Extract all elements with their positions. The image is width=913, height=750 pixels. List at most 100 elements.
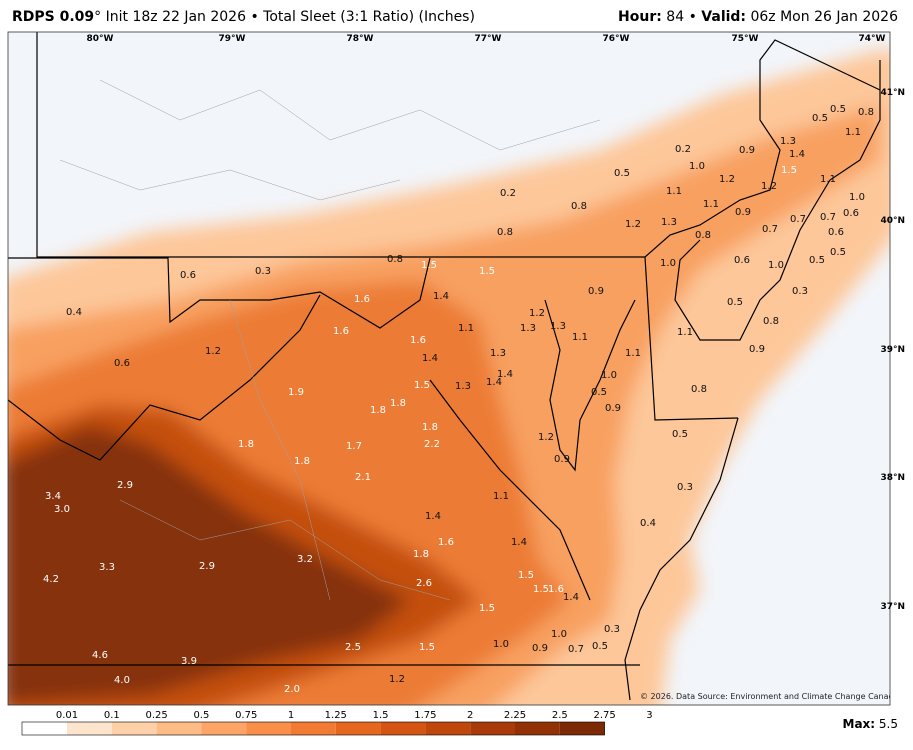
map-value: 1.4 (433, 291, 449, 302)
map-value: 1.2 (538, 432, 554, 443)
longitude-label: 77°W (475, 34, 502, 44)
longitude-label: 74°W (859, 34, 886, 44)
colorbar-label: 0.5 (193, 710, 209, 721)
colorbar-label: 2.25 (504, 710, 526, 721)
map-value: 1.4 (486, 377, 502, 388)
map-value: 0.5 (830, 104, 846, 115)
map-value: 1.4 (563, 592, 579, 603)
map-value: 1.0 (551, 629, 567, 640)
title-left: RDPS 0.09° Init 18z 22 Jan 2026 • Total … (12, 9, 475, 25)
map-value: 0.5 (591, 387, 607, 398)
map-value: 0.7 (790, 214, 806, 225)
map-value: 1.7 (346, 441, 362, 452)
colorbar-label: 1.5 (373, 710, 389, 721)
map-value: 0.8 (858, 107, 874, 118)
map-value: 1.9 (288, 387, 304, 398)
map-value: 1.3 (780, 136, 796, 147)
map-value: 0.3 (792, 286, 808, 297)
map-value: 0.6 (114, 358, 130, 369)
map-value: 0.4 (640, 518, 656, 529)
map-value: 1.6 (410, 335, 426, 346)
title-right: Hour: 84 • Valid: 06z Mon 26 Jan 2026 (618, 9, 898, 25)
map-value: 1.5 (421, 260, 437, 271)
map-value: 1.3 (550, 321, 566, 332)
map-value: 0.3 (604, 624, 620, 635)
map-value: 1.6 (333, 326, 349, 337)
map-value: 1.8 (238, 439, 254, 450)
map-value: 2.1 (355, 472, 371, 483)
longitude-label: 76°W (603, 34, 630, 44)
map-value: 4.0 (114, 675, 130, 686)
map-value: 1.3 (490, 348, 506, 359)
longitude-label: 75°W (732, 34, 759, 44)
map-value: 2.9 (199, 561, 215, 572)
map-value: 0.6 (843, 208, 859, 219)
map-value: 1.4 (511, 537, 527, 548)
colorbar-swatch (246, 722, 291, 735)
map-value: 0.8 (695, 230, 711, 241)
map-value: 1.1 (572, 332, 588, 343)
map-value: 1.5 (479, 266, 495, 277)
map-value: 1.6 (354, 294, 370, 305)
map-value: 1.0 (768, 260, 784, 271)
map-value: 3.4 (45, 491, 61, 502)
colorbar: 0.01 0.1 0.25 0.5 0.75 1 1.25 1.5 1.75 2 2.25 2.5 2.… (21, 710, 653, 736)
map-value: 1.4 (425, 511, 441, 522)
map-value: 1.5 (414, 380, 430, 391)
map-value: 1.5 (419, 642, 435, 653)
map-value: 0.9 (739, 145, 755, 156)
map-value: 0.9 (735, 207, 751, 218)
map-value: 1.8 (390, 398, 406, 409)
colorbar-label: 0.01 (56, 710, 78, 721)
map-value: 1.8 (370, 405, 386, 416)
colorbar-swatch (201, 722, 247, 735)
map-value: 1.0 (660, 258, 676, 269)
map-value: 1.1 (820, 174, 836, 185)
map-value: 4.2 (43, 574, 59, 585)
latitude-label: 40°N (880, 216, 905, 226)
map-value: 0.2 (675, 144, 691, 155)
map-value: 3.2 (297, 554, 313, 565)
map-value: 0.9 (554, 454, 570, 465)
map: 0.50.21.00.91.31.41.51.21.21.10.50.5 0.81… (8, 32, 890, 705)
map-value: 1.8 (413, 549, 429, 560)
map-value: 0.7 (568, 644, 584, 655)
map-value: 1.2 (719, 174, 735, 185)
colorbar-frame (21, 721, 605, 736)
map-value: 1.5 (533, 584, 549, 595)
colorbar-swatch (425, 722, 471, 735)
map-value: 0.9 (749, 344, 765, 355)
map-value: 3.9 (181, 656, 197, 667)
map-value: 1.5 (479, 603, 495, 614)
map-value: 1.8 (422, 422, 438, 433)
map-value: 3.3 (99, 562, 115, 573)
map-value: 1.4 (422, 353, 438, 364)
colorbar-label: 0.75 (235, 710, 257, 721)
colorbar-label: 2 (467, 710, 473, 721)
map-value: 1.2 (389, 674, 405, 685)
colorbar-label: 1 (288, 710, 294, 721)
map-value: 0.4 (66, 307, 82, 318)
map-value: 1.3 (661, 217, 677, 228)
map-value: 0.9 (605, 403, 621, 414)
map-value: 1.1 (625, 348, 641, 359)
map-value: 0.9 (588, 286, 604, 297)
borders (8, 32, 881, 701)
map-value: 0.7 (762, 224, 778, 235)
colorbar-swatch (111, 722, 157, 735)
map-value: 2.2 (424, 439, 440, 450)
map-value: 1.4 (497, 369, 513, 380)
map-frame (7, 31, 891, 706)
map-value: 0.5 (809, 255, 825, 266)
latitude-label: 38°N (880, 473, 905, 483)
map-value: 1.1 (666, 186, 682, 197)
map-value: 0.6 (734, 255, 750, 266)
map-value: 0.5 (727, 297, 743, 308)
map-value: 0.9 (532, 643, 548, 654)
map-value: 1.1 (458, 323, 474, 334)
map-value: 0.8 (387, 254, 403, 265)
map-value: 0.8 (497, 227, 513, 238)
longitude-label: 80°W (87, 34, 114, 44)
map-value: 0.2 (500, 188, 516, 199)
